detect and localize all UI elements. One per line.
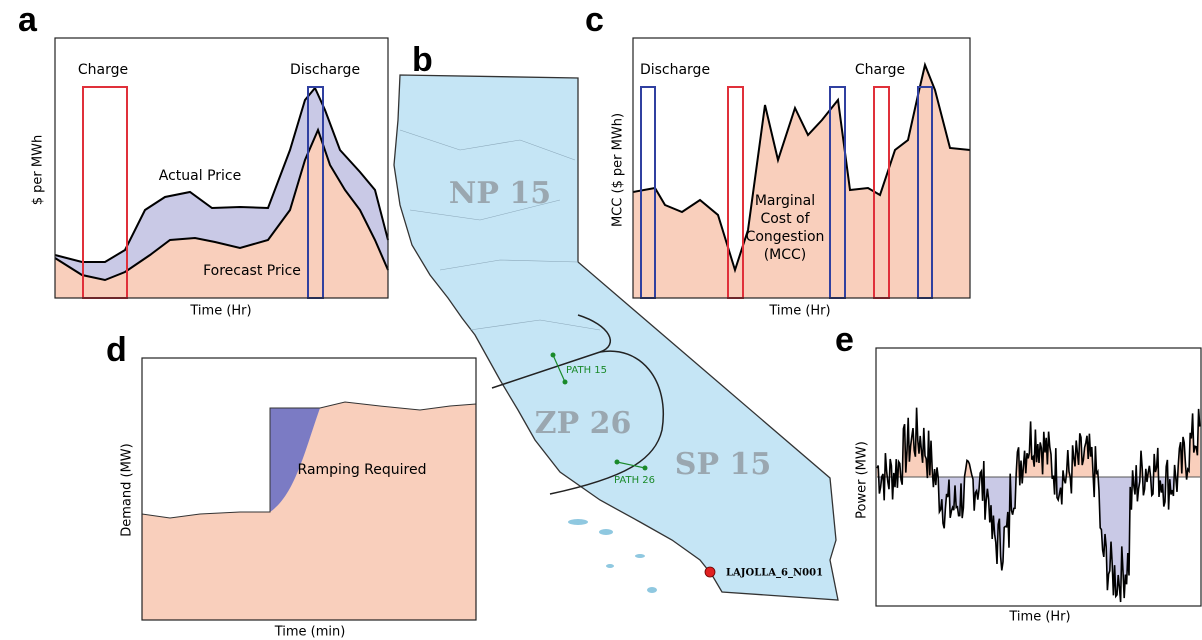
annotation: Forecast Price (203, 263, 301, 279)
trace (876, 407, 1201, 603)
y-axis-label: MCC ($ per MWh) (611, 113, 626, 227)
path-label: PATH 26 (614, 475, 655, 486)
trace (877, 477, 1200, 602)
zone-label: SP 15 (675, 447, 771, 482)
panel-label: b (412, 41, 433, 79)
panel-label: c (585, 1, 604, 39)
x-axis-label: Time (min) (274, 625, 346, 640)
panel-label: d (106, 331, 127, 369)
node-label: LAJOLLA_6_N001 (726, 568, 823, 579)
path-label: PATH 15 (566, 365, 607, 376)
y-axis-label: Demand (MW) (120, 443, 135, 536)
annotation: Charge (78, 62, 128, 78)
annotation: (MCC) (764, 247, 807, 263)
x-axis-label: Time (Hr) (1008, 610, 1070, 625)
annotation: Actual Price (159, 168, 241, 184)
annotation: Marginal (755, 193, 815, 209)
panel-d (141, 357, 477, 621)
panel-a (54, 37, 389, 299)
y-axis-label: Power (MW) (855, 441, 870, 519)
annotation: Charge (855, 62, 905, 78)
map (393, 74, 839, 601)
trace (877, 407, 1200, 477)
x-axis-label: Time (Hr) (189, 304, 251, 319)
annotation: Discharge (290, 62, 360, 78)
annotation: Cost of (760, 211, 810, 227)
annotation: Congestion (746, 229, 825, 245)
zone-label: NP 15 (449, 176, 551, 211)
y-axis-label: $ per MWh (31, 135, 46, 205)
panel-label: a (18, 1, 38, 39)
annotation: Discharge (640, 62, 710, 78)
panel-e (875, 347, 1202, 607)
panel-c (632, 37, 971, 299)
annotation: Ramping Required (298, 462, 427, 478)
panel-label: e (835, 321, 854, 359)
zone-label: ZP 26 (535, 406, 632, 441)
x-axis-label: Time (Hr) (768, 304, 830, 319)
